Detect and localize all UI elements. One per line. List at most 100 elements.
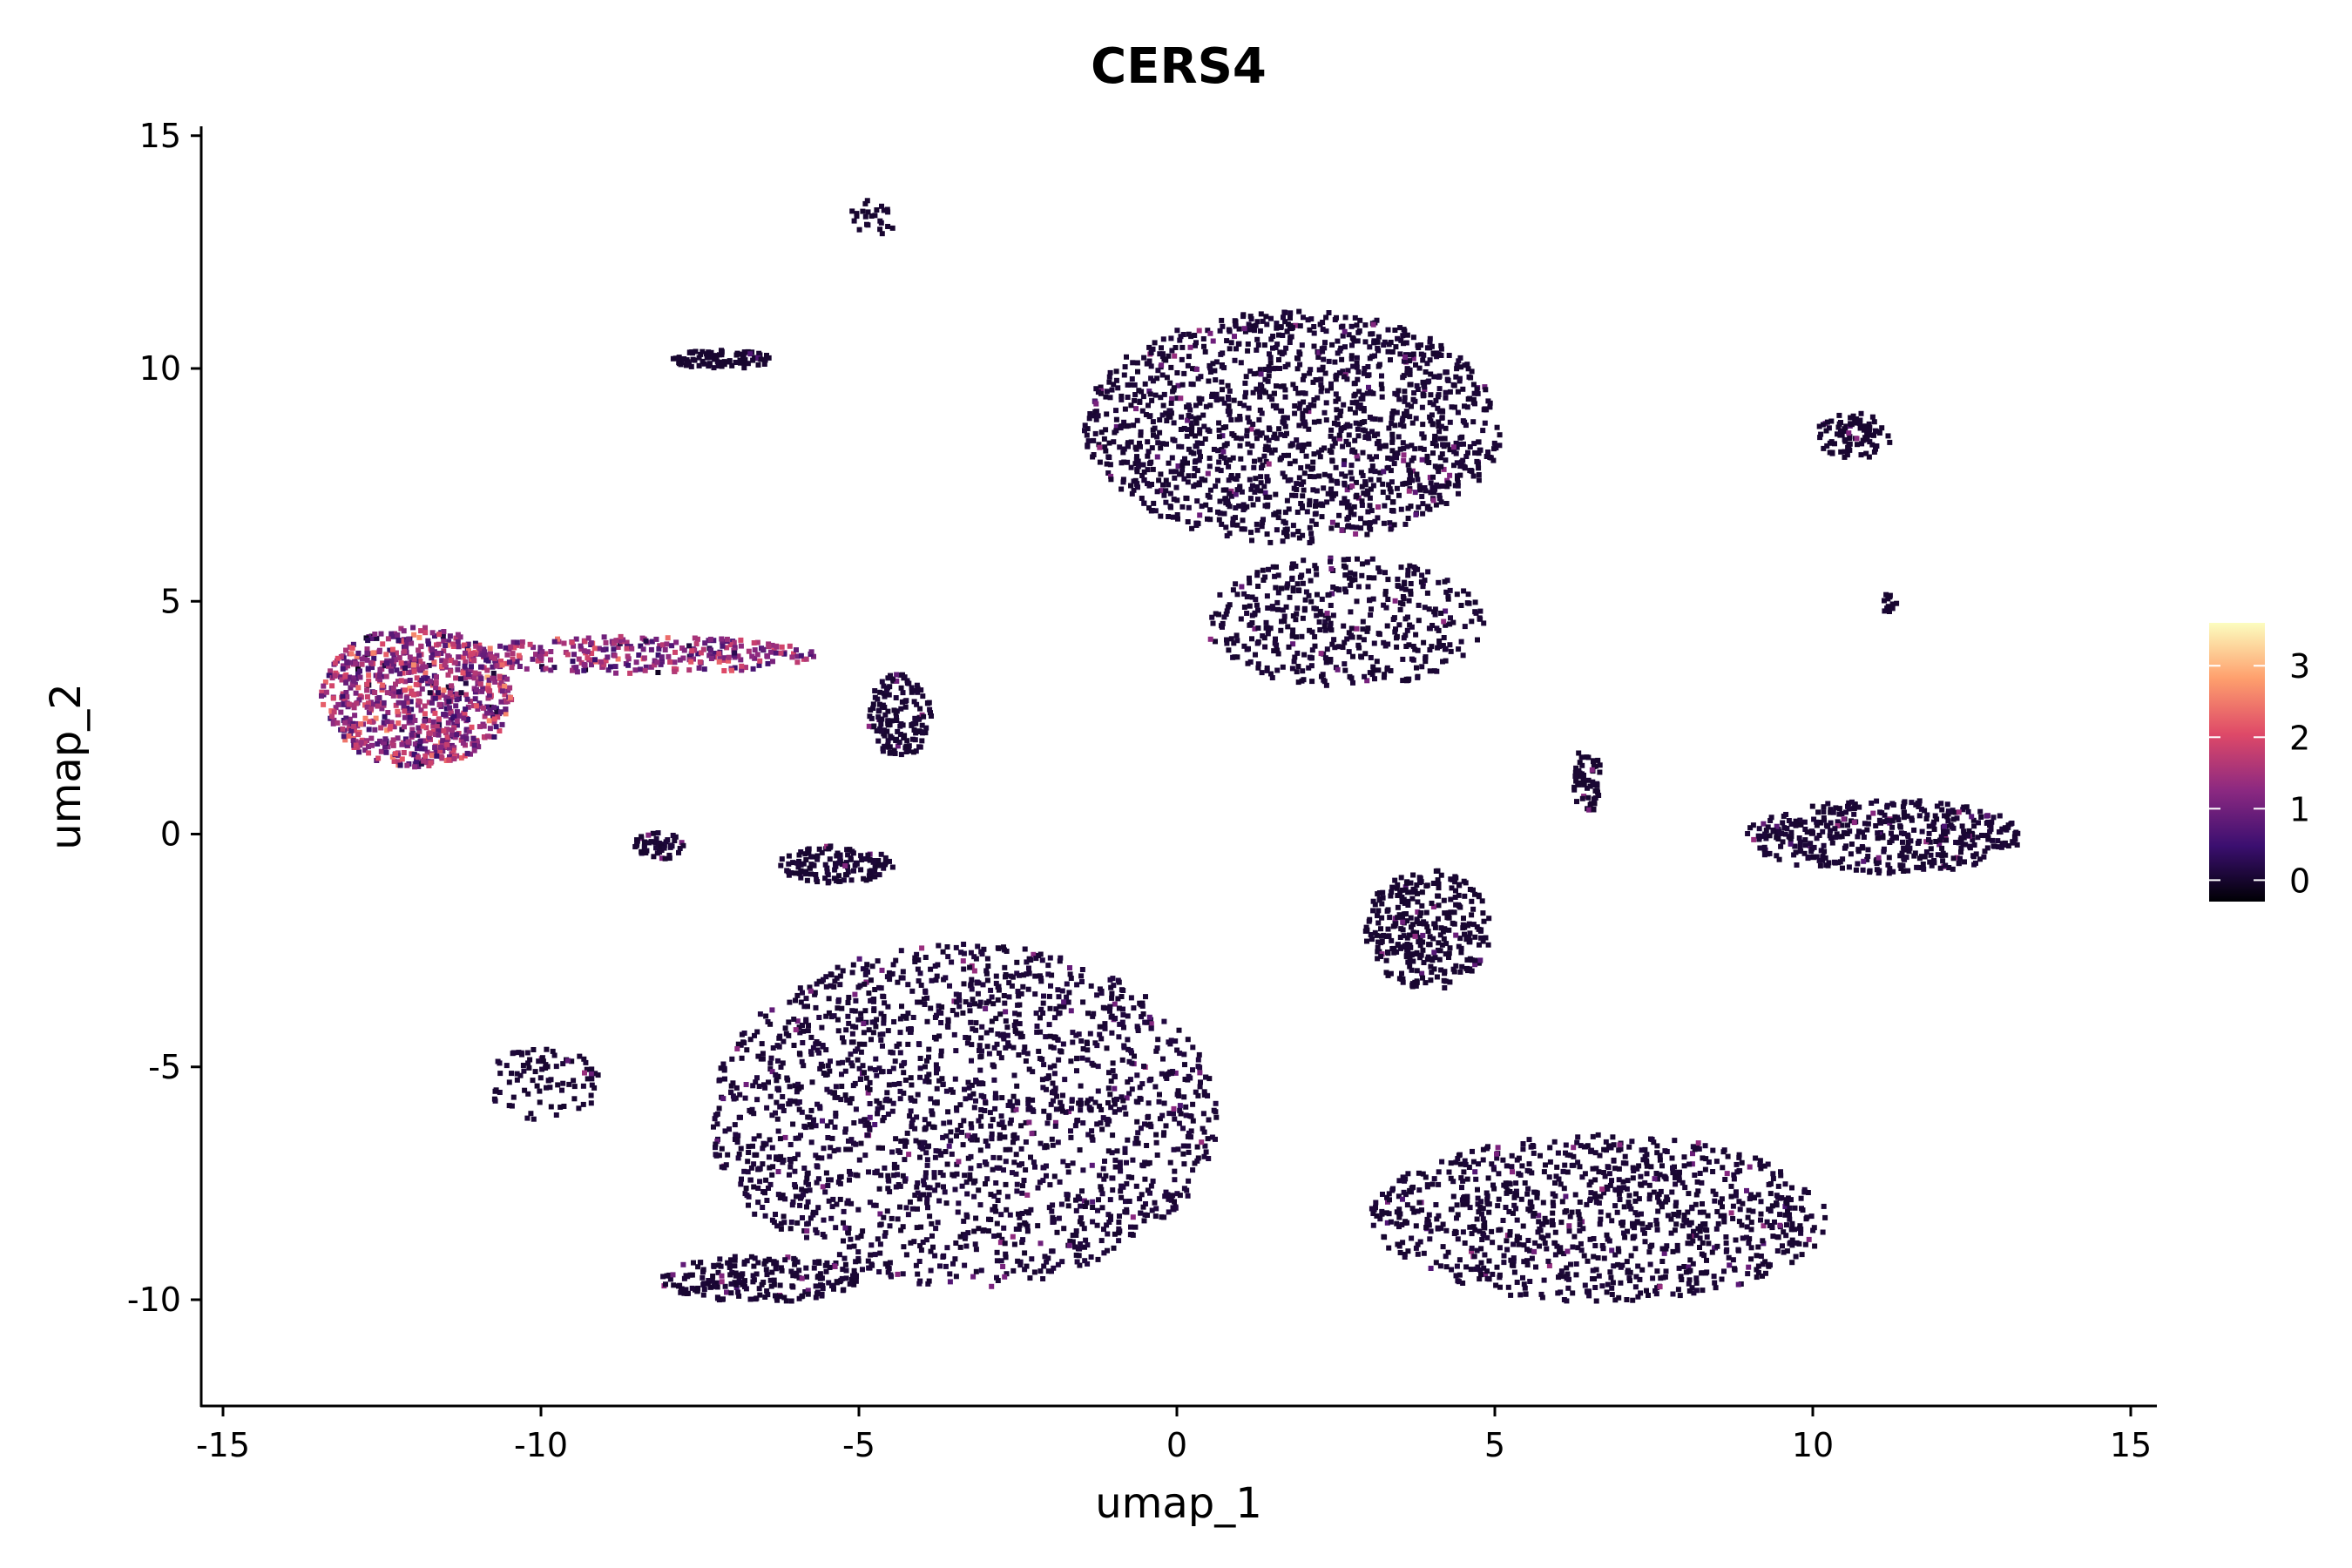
cell-point <box>1672 1227 1678 1233</box>
cell-point <box>1689 1161 1695 1167</box>
cell-point <box>998 1055 1004 1061</box>
cell-point <box>1453 374 1459 380</box>
cell-point <box>1654 1143 1660 1149</box>
cell-point <box>1676 1174 1682 1180</box>
cell-point <box>1300 410 1306 416</box>
cell-point <box>1304 509 1310 515</box>
cell-point <box>892 1058 898 1064</box>
cell-point <box>920 1139 926 1146</box>
cell-point <box>1328 556 1334 562</box>
cell-point <box>1441 466 1447 472</box>
cell-point <box>937 1151 943 1157</box>
cell-point <box>1418 342 1423 348</box>
cell-point <box>1520 1223 1526 1229</box>
cell-point <box>1110 1060 1116 1066</box>
cell-point <box>1497 443 1503 449</box>
cell-point <box>1369 508 1375 514</box>
cell-point <box>1013 1152 1019 1158</box>
cell-point <box>928 1267 934 1274</box>
cell-point <box>801 1192 807 1198</box>
cell-point <box>1681 1264 1687 1269</box>
cell-point <box>1639 1220 1646 1227</box>
cell-point <box>934 973 940 979</box>
cell-point <box>1448 615 1453 621</box>
cell-point <box>1348 355 1355 362</box>
cell-point <box>1260 567 1266 573</box>
cell-point <box>858 1233 864 1239</box>
cell-point <box>1783 1233 1789 1239</box>
cell-point <box>1186 473 1192 479</box>
cell-point <box>1507 1229 1513 1234</box>
cell-point <box>1353 531 1359 537</box>
cell-point <box>934 1085 940 1092</box>
cell-point <box>774 1223 781 1229</box>
cell-point <box>1005 1040 1011 1046</box>
cell-point <box>1205 328 1211 334</box>
cell-point <box>1188 1113 1194 1119</box>
cell-point <box>1104 411 1110 417</box>
cell-point <box>1740 1235 1746 1241</box>
cell-point <box>1293 322 1299 328</box>
cell-point <box>1309 518 1315 524</box>
cell-point <box>806 1023 811 1029</box>
cell-point <box>1700 1201 1705 1206</box>
cell-point <box>1003 1009 1009 1015</box>
cell-point <box>1150 427 1156 433</box>
cell-point <box>1263 625 1269 631</box>
cell-point <box>729 1056 735 1062</box>
cell-point <box>1367 454 1373 460</box>
cell-point <box>1107 462 1113 468</box>
cell-point <box>1747 1236 1753 1242</box>
cell-point <box>1109 1150 1115 1156</box>
cell-point <box>1166 514 1172 519</box>
cell-point <box>1306 592 1312 598</box>
cell-point <box>1319 514 1325 520</box>
cell-point <box>814 1163 820 1169</box>
cell-point <box>1077 1246 1083 1252</box>
cell-point <box>1214 466 1220 472</box>
cell-point <box>1321 409 1328 416</box>
cell-point <box>1586 1293 1592 1299</box>
cell-point <box>952 1256 958 1262</box>
cell-point <box>1323 682 1329 688</box>
cell-point <box>1681 1154 1687 1160</box>
cell-point <box>1201 1129 1207 1135</box>
cell-point <box>1728 1183 1734 1189</box>
cell-point <box>1010 1170 1015 1176</box>
cell-point <box>1093 401 1099 407</box>
cell-point <box>805 1004 810 1010</box>
cell-point <box>1686 1264 1692 1270</box>
cell-point <box>1090 454 1096 460</box>
cell-point <box>1058 1201 1064 1207</box>
cell-point <box>1056 1215 1062 1221</box>
cell-point <box>1601 1170 1607 1175</box>
cell-point <box>1581 1253 1587 1259</box>
cell-point <box>1318 651 1324 657</box>
cell-point <box>1543 1219 1549 1225</box>
cell-point <box>1860 845 1866 851</box>
cell-point <box>1449 404 1455 410</box>
cell-point <box>1355 329 1362 335</box>
cell-point <box>1472 1227 1478 1233</box>
cell-point <box>1395 335 1401 341</box>
cell-point <box>714 1139 720 1145</box>
cell-point <box>1375 631 1382 637</box>
cell-point <box>932 1034 937 1040</box>
cell-point <box>1723 1234 1729 1240</box>
cell-point <box>721 1067 727 1073</box>
cell-point <box>1540 1200 1546 1206</box>
cell-point <box>1110 1132 1116 1139</box>
cell-point <box>1686 1281 1692 1287</box>
cell-point <box>1687 1257 1693 1263</box>
cell-point <box>1120 1012 1126 1017</box>
cell-point <box>1255 625 1261 631</box>
cell-point <box>1349 449 1355 455</box>
cell-point <box>1482 384 1488 390</box>
cell-point <box>750 1143 755 1149</box>
cell-point <box>1351 381 1357 387</box>
cell-point <box>1153 1132 1159 1138</box>
cell-point <box>1289 325 1295 331</box>
cell-point <box>1370 664 1376 670</box>
cell-point <box>1522 1285 1528 1291</box>
cell-point <box>1116 1034 1122 1040</box>
